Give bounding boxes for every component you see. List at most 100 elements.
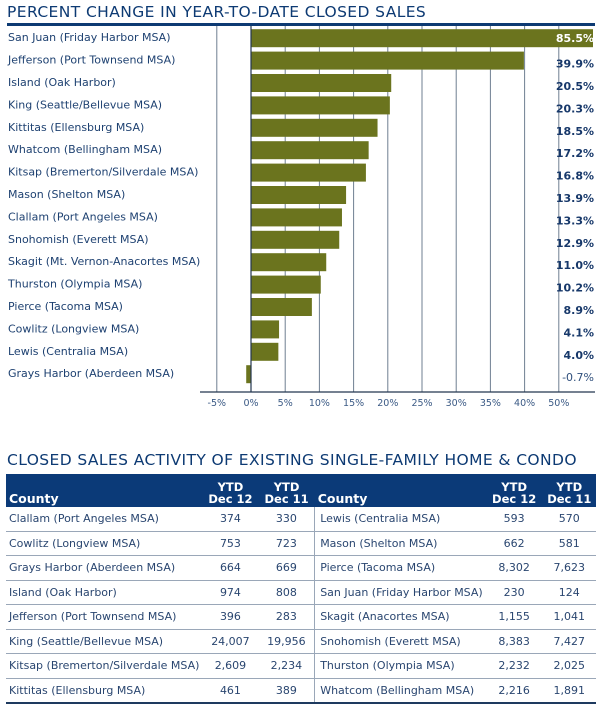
closed-sales-table: County YTD Dec 12 YTD Dec 11 County YTD … (6, 474, 596, 704)
x-tick-label: 10% (309, 398, 330, 409)
county-cell: Thurston (Olympia MSA) (314, 653, 486, 679)
x-tick-label: 20% (377, 398, 398, 409)
ytd-dec12-cell: 593 (485, 507, 543, 532)
ytd-dec11-cell: 808 (258, 580, 315, 605)
ytd-dec11-cell: 1,891 (542, 678, 596, 704)
ytd-dec12-cell: 8,302 (485, 555, 543, 581)
ytd-dec11-cell: 581 (542, 531, 596, 556)
chart-top-rule (7, 23, 595, 26)
table-row: Island (Oak Harbor) 974 808 San Juan (Frida… (6, 580, 596, 605)
value-label: 85.5% (556, 32, 594, 45)
table-row: Kitsap (Bremerton/Silverdale MSA) 2,609 2,… (6, 653, 596, 679)
value-label: 20.3% (556, 102, 594, 115)
bar (251, 51, 524, 70)
bar (251, 29, 593, 48)
ytd-dec12-cell: 2,216 (485, 678, 543, 704)
header-ytd-dec12-right: YTD Dec 12 (486, 474, 543, 507)
ytd-dec12-cell: 1,155 (485, 604, 543, 630)
ytd-dec11-cell: 7,427 (542, 629, 596, 654)
header-dec11-label: Dec 11 (264, 492, 309, 506)
header-dec12-label: Dec 12 (492, 492, 537, 506)
bar (251, 230, 340, 249)
header-ytd-dec11-right: YTD Dec 11 (543, 474, 596, 507)
header-county-left: County (9, 491, 59, 506)
bar (246, 365, 251, 384)
ytd-dec11-cell: 7,623 (542, 555, 596, 581)
header-dec11-label: Dec 11 (547, 492, 592, 506)
bar (251, 74, 392, 92)
county-cell: Snohomish (Everett MSA) (314, 629, 486, 654)
x-tick-label: 35% (480, 398, 501, 409)
bar (251, 320, 280, 339)
bar (251, 342, 279, 361)
ytd-dec11-cell: 1,041 (542, 604, 596, 630)
x-tick-label: 5% (278, 398, 293, 409)
ytd-dec11-cell: 124 (542, 580, 596, 605)
category-label: King (Seattle/Bellevue MSA) (8, 98, 162, 111)
ytd-dec12-cell: 396 (202, 604, 259, 630)
category-label: Lewis (Centralia MSA) (8, 345, 128, 358)
header-ytd-label: YTD (501, 480, 527, 494)
ytd-dec11-cell: 330 (258, 507, 315, 532)
value-label: 20.5% (556, 80, 594, 93)
bar (251, 118, 378, 137)
header-ytd-dec12-left: YTD Dec 12 (202, 474, 258, 507)
category-label: Skagit (Mt. Vernon-Anacortes MSA) (8, 255, 200, 268)
county-cell: Mason (Shelton MSA) (314, 531, 486, 556)
value-label: 11.0% (556, 259, 594, 272)
ytd-dec12-cell: 8,383 (485, 629, 543, 654)
category-label: Whatcom (Bellingham MSA) (8, 143, 162, 156)
table-title: CLOSED SALES ACTIVITY OF EXISTING SINGLE… (7, 451, 577, 469)
county-cell: Grays Harbor (Aberdeen MSA) (6, 555, 203, 581)
ytd-dec11-cell: 2,025 (542, 653, 596, 679)
category-label: Grays Harbor (Aberdeen MSA) (8, 367, 174, 380)
ytd-dec12-cell: 662 (485, 531, 543, 556)
ytd-dec12-cell: 2,609 (202, 653, 259, 679)
table-row: Grays Harbor (Aberdeen MSA) 664 669 Pierce … (6, 555, 596, 581)
bar (251, 298, 312, 316)
ytd-dec12-cell: 374 (202, 507, 259, 532)
county-cell: Kitsap (Bremerton/Silverdale MSA) (6, 653, 203, 679)
header-ytd-label: YTD (273, 480, 300, 494)
category-label: Snohomish (Everett MSA) (8, 233, 149, 246)
bar (251, 208, 342, 227)
table-header-row: County YTD Dec 12 YTD Dec 11 County YTD … (6, 474, 596, 507)
x-tick-label: 0% (243, 398, 258, 409)
value-label: 4.1% (563, 326, 594, 339)
ytd-dec12-cell: 24,007 (202, 629, 259, 654)
ytd-dec11-cell: 389 (258, 678, 315, 704)
x-tick-label: -5% (208, 398, 227, 409)
category-label: Thurston (Olympia MSA) (7, 278, 142, 291)
x-tick-label: 30% (446, 398, 467, 409)
category-label: Kitsap (Bremerton/Silverdale MSA) (8, 166, 198, 179)
header-ytd-label: YTD (556, 480, 583, 494)
bar (251, 275, 321, 294)
county-cell: Kittitas (Ellensburg MSA) (6, 678, 203, 704)
ytd-dec11-cell: 570 (542, 507, 596, 532)
table-row: King (Seattle/Bellevue MSA) 24,007 19,956 S… (6, 629, 596, 654)
value-label: 4.0% (563, 349, 594, 362)
value-label: 12.9% (556, 237, 594, 250)
x-tick-label: 40% (514, 398, 535, 409)
value-label: 8.9% (563, 304, 594, 317)
county-cell: San Juan (Friday Harbor MSA) (314, 580, 486, 605)
bar-chart: San Juan (Friday Harbor MSA) Jefferson (P… (7, 23, 595, 409)
table-row: Clallam (Port Angeles MSA) 374 330 Lewis (C… (6, 507, 596, 532)
county-cell: Jefferson (Port Townsend MSA) (6, 604, 203, 630)
county-cell: Skagit (Anacortes MSA) (314, 604, 486, 630)
value-label: 39.9% (556, 58, 594, 71)
bar (251, 186, 347, 204)
value-label: 13.3% (556, 214, 594, 227)
bar (251, 253, 327, 272)
table-row: Jefferson (Port Townsend MSA) 396 283 Skagi… (6, 604, 596, 630)
x-tick-label: 50% (548, 398, 569, 409)
category-label: Pierce (Tacoma MSA) (8, 300, 123, 313)
header-dec12-label: Dec 12 (208, 492, 253, 506)
ytd-dec11-cell: 283 (258, 604, 315, 630)
x-tick-label: 15% (343, 398, 364, 409)
county-cell: Cowlitz (Longview MSA) (6, 531, 203, 556)
value-label: -0.7% (562, 371, 594, 384)
chart-title: PERCENT CHANGE IN YEAR-TO-DATE CLOSED SA… (7, 3, 427, 21)
category-label: Mason (Shelton MSA) (8, 188, 125, 201)
category-label: Kittitas (Ellensburg MSA) (8, 121, 144, 134)
